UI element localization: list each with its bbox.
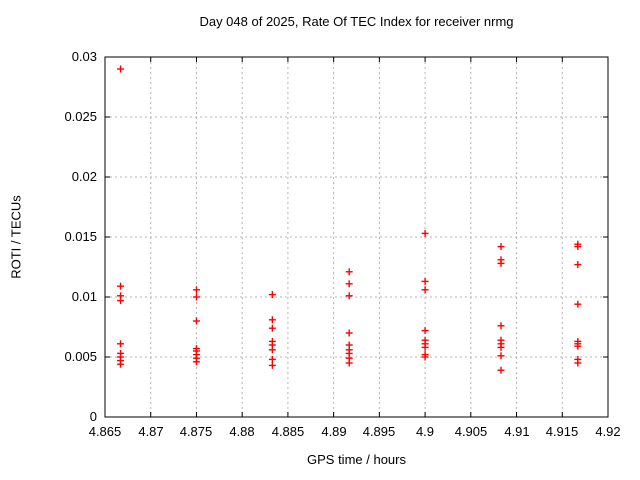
x-tick-label: 4.895 — [362, 424, 396, 439]
data-point-marker — [421, 343, 429, 351]
data-point-marker — [421, 229, 429, 237]
x-tick-label: 4.915 — [545, 424, 579, 439]
data-point-marker — [345, 280, 353, 288]
x-tick-label: 4.885 — [271, 424, 305, 439]
x-tick-label: 4.865 — [88, 424, 122, 439]
x-tick-label: 4.89 — [321, 424, 347, 439]
data-point-marker — [421, 327, 429, 335]
plot-frame — [104, 56, 609, 418]
data-point-marker — [268, 355, 276, 363]
data-point-marker — [497, 243, 505, 251]
y-tick-label: 0.02 — [71, 169, 97, 184]
data-point-marker — [345, 292, 353, 300]
data-point-marker — [345, 359, 353, 367]
data-point-marker — [497, 259, 505, 267]
data-point-marker — [117, 340, 125, 348]
x-axis-label: GPS time / hours — [307, 452, 406, 467]
data-point-marker — [497, 322, 505, 330]
y-axis-label: ROTI / TECUs — [8, 195, 24, 279]
data-point-marker — [497, 366, 505, 374]
x-tick-label: 4.875 — [179, 424, 213, 439]
x-tick-label: 4.87 — [138, 424, 164, 439]
y-tick-label: 0.005 — [64, 349, 97, 364]
data-point-marker — [421, 277, 429, 285]
chart-title: Day 048 of 2025, Rate Of TEC Index for r… — [199, 14, 514, 29]
data-point-marker — [117, 65, 125, 73]
data-point-marker — [574, 243, 582, 251]
y-tick-label: 0.01 — [71, 289, 97, 304]
data-point-marker — [192, 286, 200, 294]
y-tick-label: 0.03 — [71, 49, 97, 64]
x-tick-label: 4.91 — [504, 424, 530, 439]
y-tick-label: 0.025 — [64, 109, 97, 124]
y-tick-label: 0 — [89, 409, 97, 424]
y-tick-label: 0.015 — [64, 229, 97, 244]
data-point-marker — [497, 352, 505, 360]
data-point-marker — [268, 361, 276, 369]
data-point-marker — [345, 268, 353, 276]
data-point-marker — [117, 360, 125, 368]
data-point-marker — [574, 261, 582, 269]
data-point-marker — [117, 297, 125, 305]
data-point-marker — [574, 359, 582, 367]
data-point-marker — [192, 293, 200, 301]
data-point-marker — [117, 282, 125, 290]
data-point-marker — [574, 300, 582, 308]
data-point-marker — [192, 358, 200, 366]
data-point-marker — [574, 342, 582, 350]
data-point-marker — [421, 353, 429, 361]
x-tick-label: 4.905 — [454, 424, 488, 439]
x-tick-label: 4.88 — [229, 424, 255, 439]
data-point-marker — [268, 324, 276, 332]
data-point-marker — [345, 329, 353, 337]
x-tick-label: 4.92 — [595, 424, 621, 439]
data-point-marker — [192, 317, 200, 325]
data-point-marker — [421, 286, 429, 294]
x-tick-label: 4.9 — [415, 424, 435, 439]
data-point-marker — [497, 343, 505, 351]
data-point-marker — [268, 346, 276, 354]
data-point-marker — [268, 291, 276, 299]
data-point-marker — [268, 316, 276, 324]
